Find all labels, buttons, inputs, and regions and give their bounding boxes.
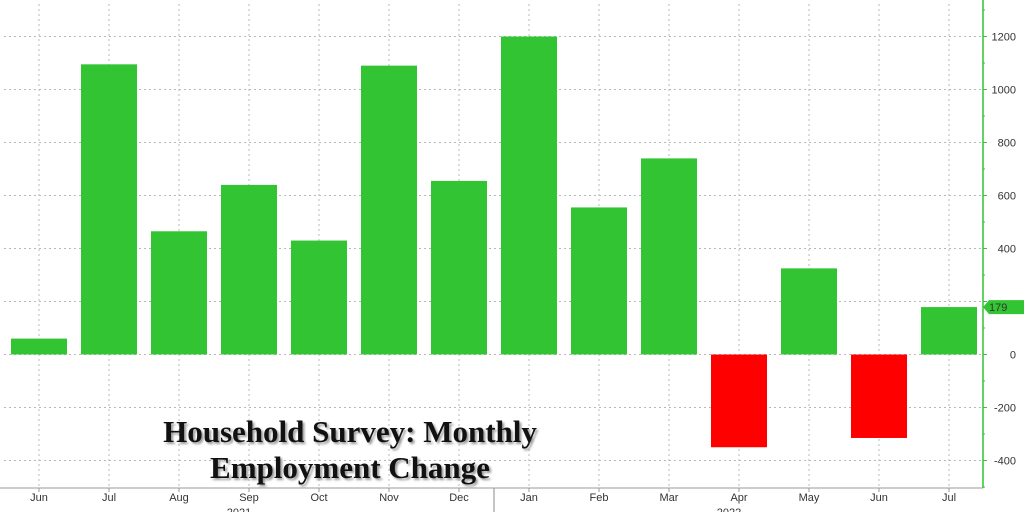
chart-title-line-2: Employment Change (210, 450, 490, 485)
bar-jun-12 (851, 354, 907, 438)
bar-jul-1 (81, 64, 137, 355)
x-tick-label: Jan (520, 492, 538, 504)
year-label: 2021 (227, 507, 251, 512)
bar-jan-7 (501, 36, 557, 355)
x-tick-label: Sep (239, 492, 259, 504)
bar-dec-6 (431, 180, 487, 355)
last-value-label: 179 (989, 302, 1007, 314)
y-tick-label: 800 (998, 138, 1016, 150)
y-tick-label: 1200 (992, 32, 1016, 44)
y-tick-label: -200 (994, 403, 1016, 415)
bar-may-11 (781, 268, 837, 355)
y-tick-label: -400 (994, 456, 1016, 468)
bar-feb-8 (571, 207, 627, 355)
last-value-tag (983, 300, 1024, 315)
x-tick-label: Jul (102, 492, 116, 504)
y-tick-label: 0 (1010, 350, 1016, 362)
x-tick-label: Oct (310, 492, 327, 504)
x-tick-label: Jun (870, 492, 888, 504)
x-tick-label: Nov (379, 492, 399, 504)
x-tick-label: Feb (590, 492, 609, 504)
x-tick-label: Jun (30, 492, 48, 504)
bar-oct-4 (291, 240, 347, 355)
x-tick-label: Mar (660, 492, 679, 504)
x-tick-label: Jul (942, 492, 956, 504)
bar-aug-2 (151, 231, 207, 355)
chart-title-line-1: Household Survey: Monthly (163, 414, 537, 449)
y-tick-label: 400 (998, 244, 1016, 256)
chart-title: Household Survey: Monthly Employment Cha… (130, 414, 570, 486)
bar-nov-5 (361, 65, 417, 355)
bar-jun-0 (11, 338, 67, 355)
x-tick-label: Apr (730, 492, 747, 504)
year-label: 2022 (717, 507, 741, 512)
bar-jul-13 (921, 307, 977, 355)
bar-mar-9 (641, 158, 697, 355)
y-tick-label: 1000 (992, 85, 1016, 97)
x-tick-label: Dec (449, 492, 469, 504)
x-tick-label: Aug (169, 492, 189, 504)
x-tick-label: May (799, 492, 820, 504)
bar-apr-10 (711, 354, 767, 448)
bar-sep-3 (221, 184, 277, 355)
y-tick-label: 600 (998, 191, 1016, 203)
